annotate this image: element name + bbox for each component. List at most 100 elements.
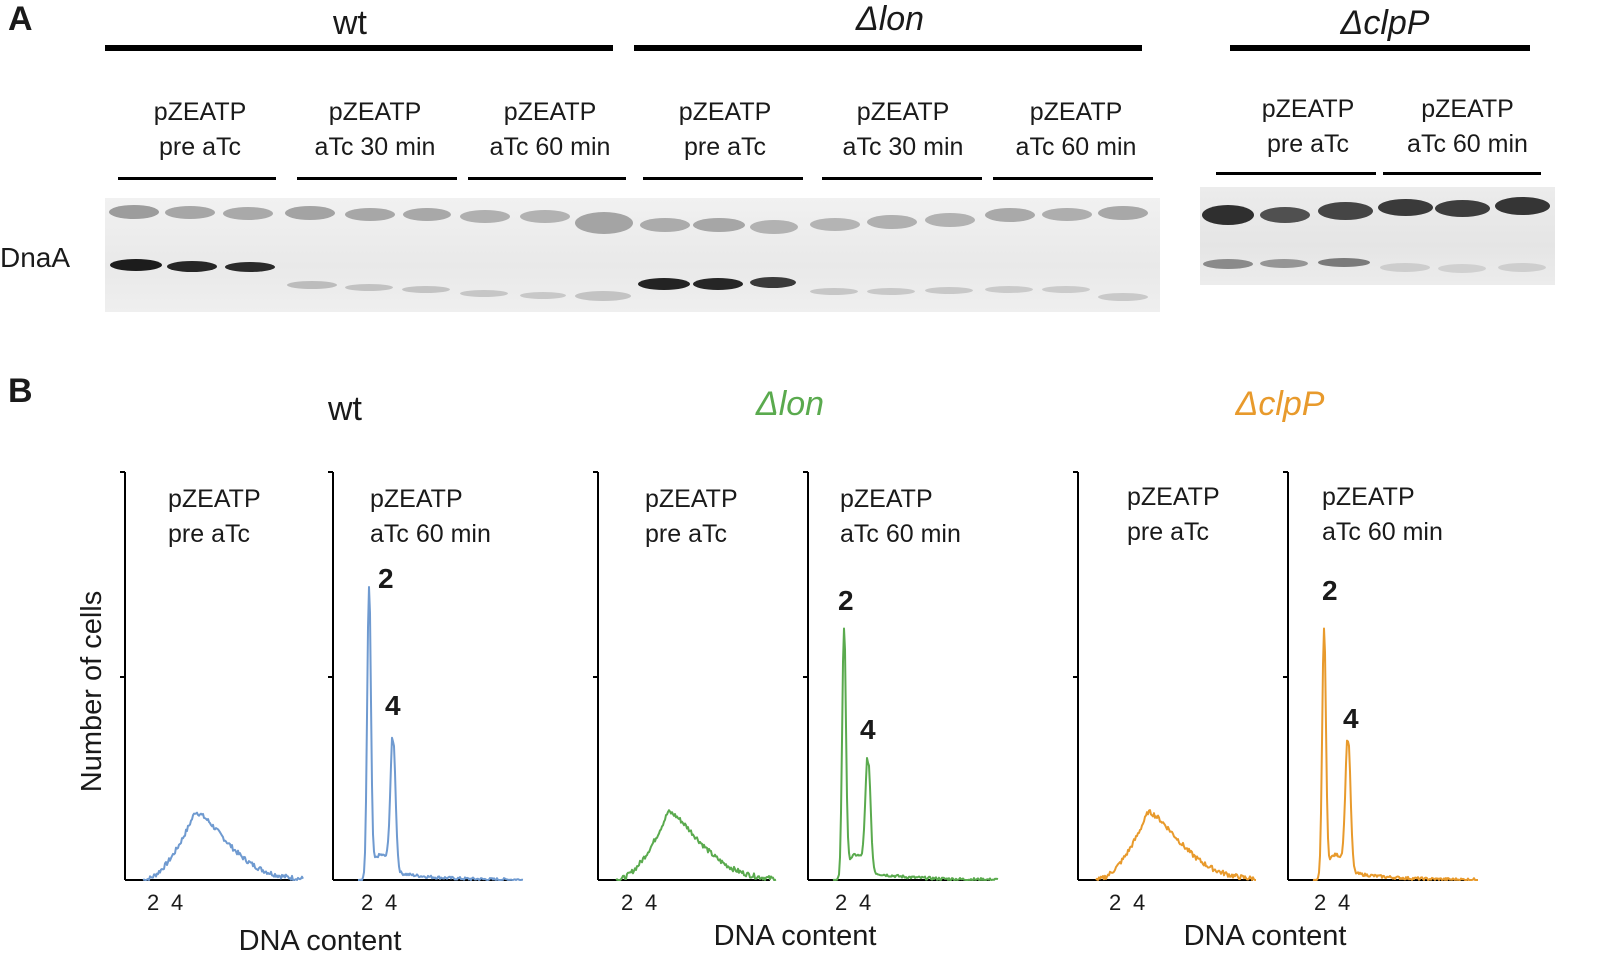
x-tick-label: 4	[171, 890, 184, 915]
lane-label-line2: pre aTc	[159, 133, 241, 161]
blot-band	[1435, 200, 1490, 217]
blot-band	[750, 220, 798, 234]
blot-band	[1042, 208, 1092, 221]
blot-band	[693, 218, 745, 232]
dnaa-band	[985, 286, 1033, 293]
dnaa-band	[1438, 264, 1486, 273]
lane-label-line1: pZEATP	[678, 98, 772, 126]
peak-label-4n: 4	[860, 714, 876, 745]
subplot-title-line2: aTc 60 min	[840, 520, 961, 548]
x-tick-label: 2	[361, 890, 374, 915]
strain-line-wt	[105, 45, 613, 51]
x-axis-label: DNA content	[1183, 920, 1347, 952]
lane-label-line2: aTc 30 min	[314, 133, 436, 161]
strain-title-wt: wt	[328, 390, 362, 428]
lane-label: pZEATP aTc 30 min	[290, 95, 460, 165]
western-blot-main	[105, 198, 1160, 312]
dnaa-band	[1042, 286, 1090, 293]
x-tick-label: 2	[835, 890, 848, 915]
dnaa-band	[520, 292, 566, 299]
lane-group-line	[118, 177, 276, 180]
dnaa-band	[345, 284, 393, 291]
x-tick-label: 2	[1314, 890, 1327, 915]
lane-group-line	[468, 177, 626, 180]
lane-label-line1: pZEATP	[1261, 95, 1355, 123]
subplot-title-line1: pZEATP	[1322, 483, 1415, 511]
dnaa-band	[575, 291, 631, 301]
strain-line-clpp	[1230, 45, 1530, 51]
blot-band	[460, 210, 510, 223]
strain-header-lon: Δlon	[855, 0, 925, 38]
panel-a-letter: A	[8, 0, 33, 38]
dnaa-band	[810, 288, 858, 295]
x-axis-label: DNA content	[713, 920, 877, 952]
subplot-title-line2: pre aTc	[168, 520, 250, 548]
blot-band	[403, 208, 451, 221]
dnaa-band	[1203, 259, 1253, 269]
strain-title-clpp: ΔclpP	[1235, 385, 1325, 423]
lane-group-line	[1216, 172, 1376, 175]
x-tick-label: 2	[621, 890, 634, 915]
lane-label: pZEATP aTc 60 min	[991, 95, 1161, 165]
peak-label-4n: 4	[1343, 703, 1359, 734]
subplot-title: pZEATP pre aTc	[1127, 480, 1267, 550]
dnaa-band	[867, 288, 915, 295]
lane-label-line1: pZEATP	[1029, 98, 1123, 126]
blot-band	[223, 207, 273, 220]
blot-band	[1318, 202, 1373, 220]
lane-label-line1: pZEATP	[503, 98, 597, 126]
lane-label-line2: aTc 60 min	[1015, 133, 1137, 161]
histogram-clpp-pre	[1095, 809, 1256, 881]
blot-band	[575, 212, 633, 234]
histogram-lon-60min	[832, 627, 999, 881]
dnaa-band	[402, 286, 450, 293]
subplot-title-line2: pre aTc	[1127, 518, 1209, 546]
dnaa-band	[1380, 263, 1430, 272]
subplot-title: pZEATP pre aTc	[645, 482, 785, 552]
lane-label: pZEATP aTc 60 min	[465, 95, 635, 165]
blot-band	[1378, 199, 1433, 216]
dnaa-band	[460, 290, 508, 297]
blot-band	[1202, 205, 1254, 225]
x-tick-label: 2	[147, 890, 160, 915]
blot-band	[1495, 197, 1550, 215]
x-tick-label: 4	[1338, 890, 1351, 915]
lane-label-line2: aTc 60 min	[489, 133, 611, 161]
dnaa-band	[167, 261, 217, 272]
lane-label: pZEATP pre aTc	[120, 95, 280, 165]
x-axis-label: DNA content	[238, 925, 402, 957]
histogram-lon-pre	[615, 809, 777, 881]
blot-band	[810, 218, 860, 231]
lane-label-line2: pre aTc	[1267, 130, 1349, 158]
lane-group-line	[993, 177, 1153, 180]
dnaa-band	[1260, 259, 1308, 268]
histogram-clpp-60min	[1312, 627, 1478, 881]
subplot-title: pZEATP aTc 60 min	[1322, 480, 1482, 550]
x-tick-label: 4	[385, 890, 398, 915]
dnaa-band	[925, 287, 973, 294]
peak-label-2n: 2	[1322, 575, 1338, 606]
lane-group-line	[1383, 172, 1541, 175]
x-tick-label: 4	[645, 890, 658, 915]
histogram-wt-60min	[358, 586, 524, 881]
blot-band	[345, 208, 395, 221]
subplot-title: pZEATP aTc 60 min	[370, 482, 530, 552]
strain-header-wt: wt	[333, 4, 367, 42]
subplot-title: pZEATP pre aTc	[168, 482, 308, 552]
panel-b-letter: B	[8, 372, 33, 410]
subplot-title-line1: pZEATP	[645, 485, 738, 513]
dnaa-label: DnaA	[0, 242, 71, 273]
subplot-title-line2: aTc 60 min	[370, 520, 491, 548]
western-blot-clpp	[1200, 187, 1555, 285]
lane-group-line	[297, 177, 457, 180]
dnaa-band	[693, 278, 743, 290]
strain-line-lon	[634, 45, 1142, 51]
subplot-title-line1: pZEATP	[840, 485, 933, 513]
dnaa-band	[110, 259, 162, 271]
dnaa-band	[1498, 263, 1546, 272]
dnaa-band	[1098, 293, 1148, 301]
blot-band	[925, 213, 975, 227]
blot-band	[165, 206, 215, 219]
x-tick-label: 4	[859, 890, 872, 915]
